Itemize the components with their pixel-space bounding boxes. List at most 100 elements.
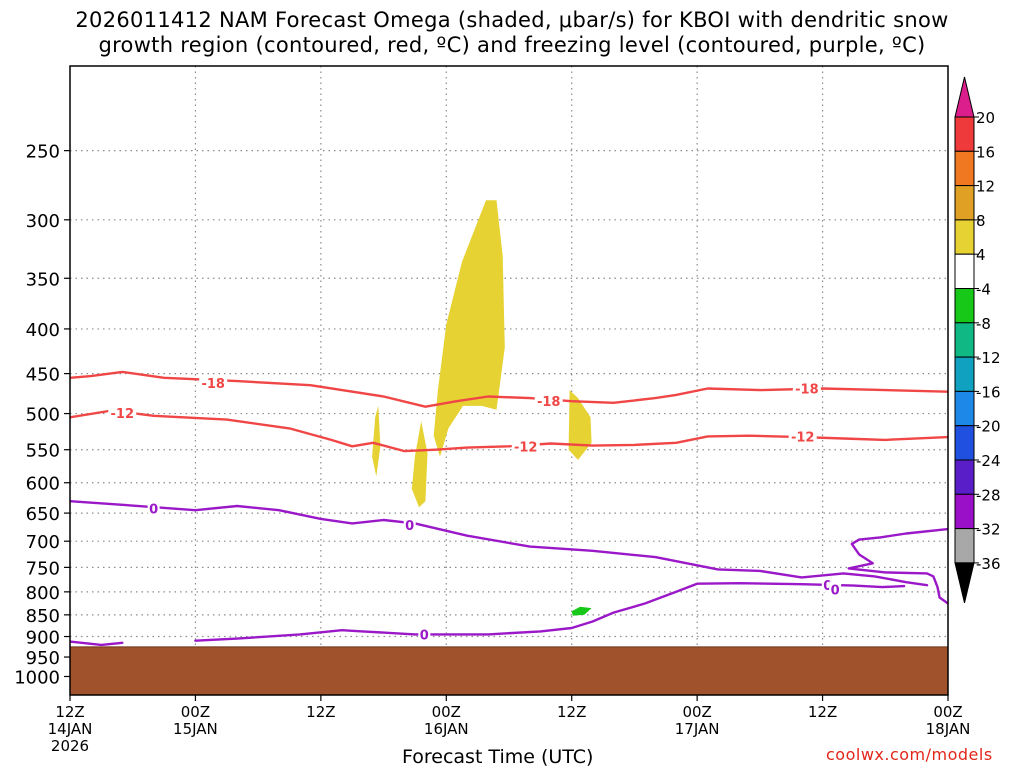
colorbar-segment <box>954 528 975 564</box>
contour-label-bg <box>403 517 416 533</box>
x-tick-label: 17JAN <box>675 720 720 738</box>
colorbar-segment <box>954 390 975 427</box>
x-tick-label: 12Z <box>55 703 84 721</box>
y-tick-label: 350 <box>26 269 60 290</box>
x-tick-label: 18JAN <box>926 720 971 738</box>
contour-label-bg <box>511 438 540 454</box>
x-axis-label: Forecast Time (UTC) <box>402 746 594 768</box>
omega-region-4 <box>372 405 381 477</box>
x-tick-label: 12Z <box>808 703 837 721</box>
colorbar-segment <box>954 356 975 392</box>
x-tick-label: 00Z <box>432 703 461 721</box>
colorbar-top-arrow <box>954 76 975 118</box>
colorbar-segment <box>954 116 975 152</box>
colorbar-label: 16 <box>976 143 995 161</box>
terrain-block <box>70 646 948 695</box>
colorbar-label: -28 <box>976 486 1001 504</box>
y-tick-label: 450 <box>26 365 60 386</box>
y-tick-label: 900 <box>26 628 60 649</box>
contour-line-2 <box>70 500 929 587</box>
contour-label-bg <box>108 404 137 420</box>
contour-label-bg <box>199 374 228 390</box>
x-tick-label: 00Z <box>933 703 962 721</box>
colorbar-bottom-arrow <box>954 562 975 604</box>
colorbar-label: -32 <box>976 521 1001 539</box>
y-tick-label: 1000 <box>14 667 60 688</box>
colorbar-segment <box>954 322 975 358</box>
contour-label: -18 <box>201 377 225 392</box>
colorbar-label: -12 <box>976 349 1001 367</box>
contour-label: 0 <box>149 502 158 517</box>
contour-label-bg <box>418 626 431 642</box>
colorbar-segment <box>954 459 975 495</box>
omega-shading-layer <box>372 200 592 616</box>
colorbar-label: -16 <box>976 383 1001 401</box>
contour-label: -18 <box>795 382 819 397</box>
contour-label-bg <box>788 428 817 444</box>
contour-label: 0 <box>420 628 429 643</box>
colorbar-label: -36 <box>976 555 1001 573</box>
y-tick-label: 600 <box>26 474 60 495</box>
contour-line-4 <box>847 527 948 605</box>
colorbar-segment <box>954 288 975 324</box>
y-tick-label: 750 <box>26 558 60 579</box>
contour-label: -12 <box>514 440 538 455</box>
contour-label-bg <box>534 393 563 409</box>
colorbar-label: -8 <box>976 315 991 333</box>
colorbar-label: 20 <box>976 109 995 127</box>
contour-line-0 <box>70 370 948 408</box>
contour-line-5 <box>70 640 124 647</box>
omega-region-4 <box>433 200 505 457</box>
y-tick-label: 650 <box>26 504 60 525</box>
y-tick-label: 250 <box>26 142 60 163</box>
y-tick-label: 400 <box>26 320 60 341</box>
colorbar-label: -24 <box>976 452 1001 470</box>
y-tick-label: 550 <box>26 441 60 462</box>
contour-line-3 <box>194 582 906 642</box>
contour-label: 0 <box>405 519 414 534</box>
y-tick-label: 300 <box>26 211 60 232</box>
colorbar-label: 8 <box>976 212 986 230</box>
credit-link[interactable]: coolwx.com/models <box>826 745 993 764</box>
colorbar-segment <box>954 493 975 530</box>
x-tick-label: 00Z <box>181 703 210 721</box>
contour-label: 0 <box>831 583 840 598</box>
colorbar-segment <box>954 150 975 187</box>
colorbar-segment <box>954 185 975 221</box>
plot-frame <box>69 65 949 696</box>
terrain-layer <box>70 646 948 695</box>
colorbar: 20 16 12 8 4 -4 -8 -12 -16 -20 -24 -28 -32 -36 <box>954 76 1001 604</box>
contour-layer <box>70 370 948 647</box>
contour-label-bg <box>147 500 160 516</box>
x-tick-label: 12Z <box>306 703 335 721</box>
y-axis: 2503003504004505005506006507007508008509… <box>14 142 70 688</box>
colorbar-segment <box>954 253 975 289</box>
omega-region--4 <box>571 606 592 616</box>
chart-title-line2: growth region (contoured, red, ºC) and f… <box>98 33 926 57</box>
x-tick-label: 16JAN <box>424 720 469 738</box>
chart-title: 2026011412 NAM Forecast Omega (shaded, μ… <box>0 8 1024 58</box>
contour-line-1 <box>70 409 948 453</box>
colorbar-label: -20 <box>976 418 1001 436</box>
colorbar-label: 12 <box>976 178 995 196</box>
y-tick-label: 950 <box>26 648 60 669</box>
y-tick-label: 500 <box>26 405 60 426</box>
x-tick-label: 12Z <box>557 703 586 721</box>
colorbar-segment <box>954 425 975 461</box>
contour-label: -12 <box>791 430 815 445</box>
contour-label-bg <box>792 380 821 396</box>
x-tick-label: 15JAN <box>173 720 218 738</box>
x-tick-label: 2026 <box>51 737 89 755</box>
y-tick-label: 850 <box>26 606 60 627</box>
contour-label: 0 <box>823 579 832 594</box>
x-tick-label: 00Z <box>682 703 711 721</box>
contour-label-bg <box>829 581 842 597</box>
y-tick-label: 800 <box>26 583 60 604</box>
colorbar-label: 4 <box>976 246 986 264</box>
colorbar-label: -4 <box>976 281 991 299</box>
contour-label: -18 <box>537 395 561 410</box>
chart-title-line1: 2026011412 NAM Forecast Omega (shaded, μ… <box>75 8 949 32</box>
